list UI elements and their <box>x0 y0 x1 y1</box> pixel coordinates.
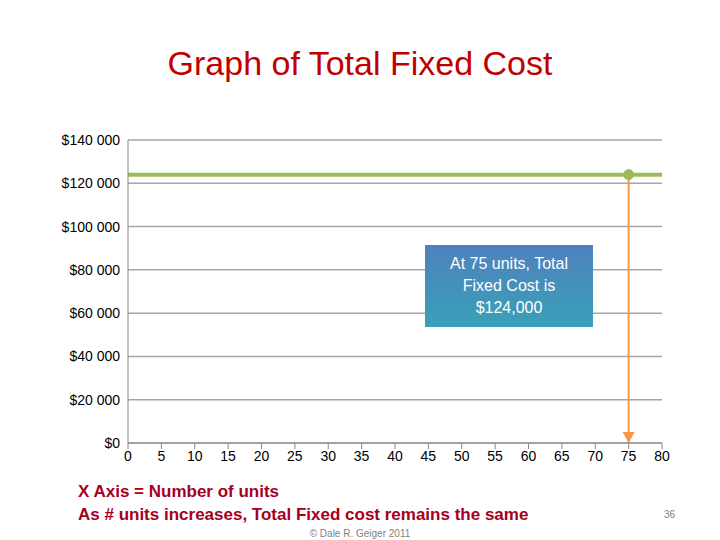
svg-text:$0: $0 <box>104 435 120 451</box>
html-text:36: 36 <box>664 509 676 520</box>
svg-text:$80 000: $80 000 <box>69 262 120 278</box>
svg-text:80: 80 <box>654 448 670 464</box>
svg-text:0: 0 <box>124 448 132 464</box>
svg-text:15: 15 <box>220 448 236 464</box>
svg-text:$60 000: $60 000 <box>69 305 120 321</box>
svg-text:5: 5 <box>157 448 165 464</box>
svg-text:65: 65 <box>554 448 570 464</box>
html-text:As # units increases, Total Fi: As # units increases, Total Fixed cost r… <box>78 505 529 524</box>
svg-text:$100 000: $100 000 <box>62 219 121 235</box>
svg-text:70: 70 <box>587 448 603 464</box>
svg-text:50: 50 <box>454 448 470 464</box>
svg-text:60: 60 <box>521 448 537 464</box>
svg-text:20: 20 <box>254 448 270 464</box>
svg-text:$40 000: $40 000 <box>69 348 120 364</box>
html-text:Graph of Total Fixed Cost: Graph of Total Fixed Cost <box>167 44 553 82</box>
svg-text:75: 75 <box>621 448 637 464</box>
svg-text:$20 000: $20 000 <box>69 392 120 408</box>
html-text:X Axis = Number of units: X Axis = Number of units <box>78 482 279 501</box>
svg-text:30: 30 <box>320 448 336 464</box>
svg-text:$120 000: $120 000 <box>62 175 121 191</box>
svg-text:45: 45 <box>421 448 437 464</box>
svg-text:35: 35 <box>354 448 370 464</box>
svg-text:55: 55 <box>487 448 503 464</box>
html-text:© Dale R. Geiger 2011: © Dale R. Geiger 2011 <box>309 528 411 539</box>
svg-text:10: 10 <box>187 448 203 464</box>
html-text:At 75 units, Total Fixed Cost: At 75 units, Total Fixed Cost is $124,00… <box>450 255 568 316</box>
svg-text:$140 000: $140 000 <box>62 132 121 148</box>
svg-text:25: 25 <box>287 448 303 464</box>
svg-text:40: 40 <box>387 448 403 464</box>
